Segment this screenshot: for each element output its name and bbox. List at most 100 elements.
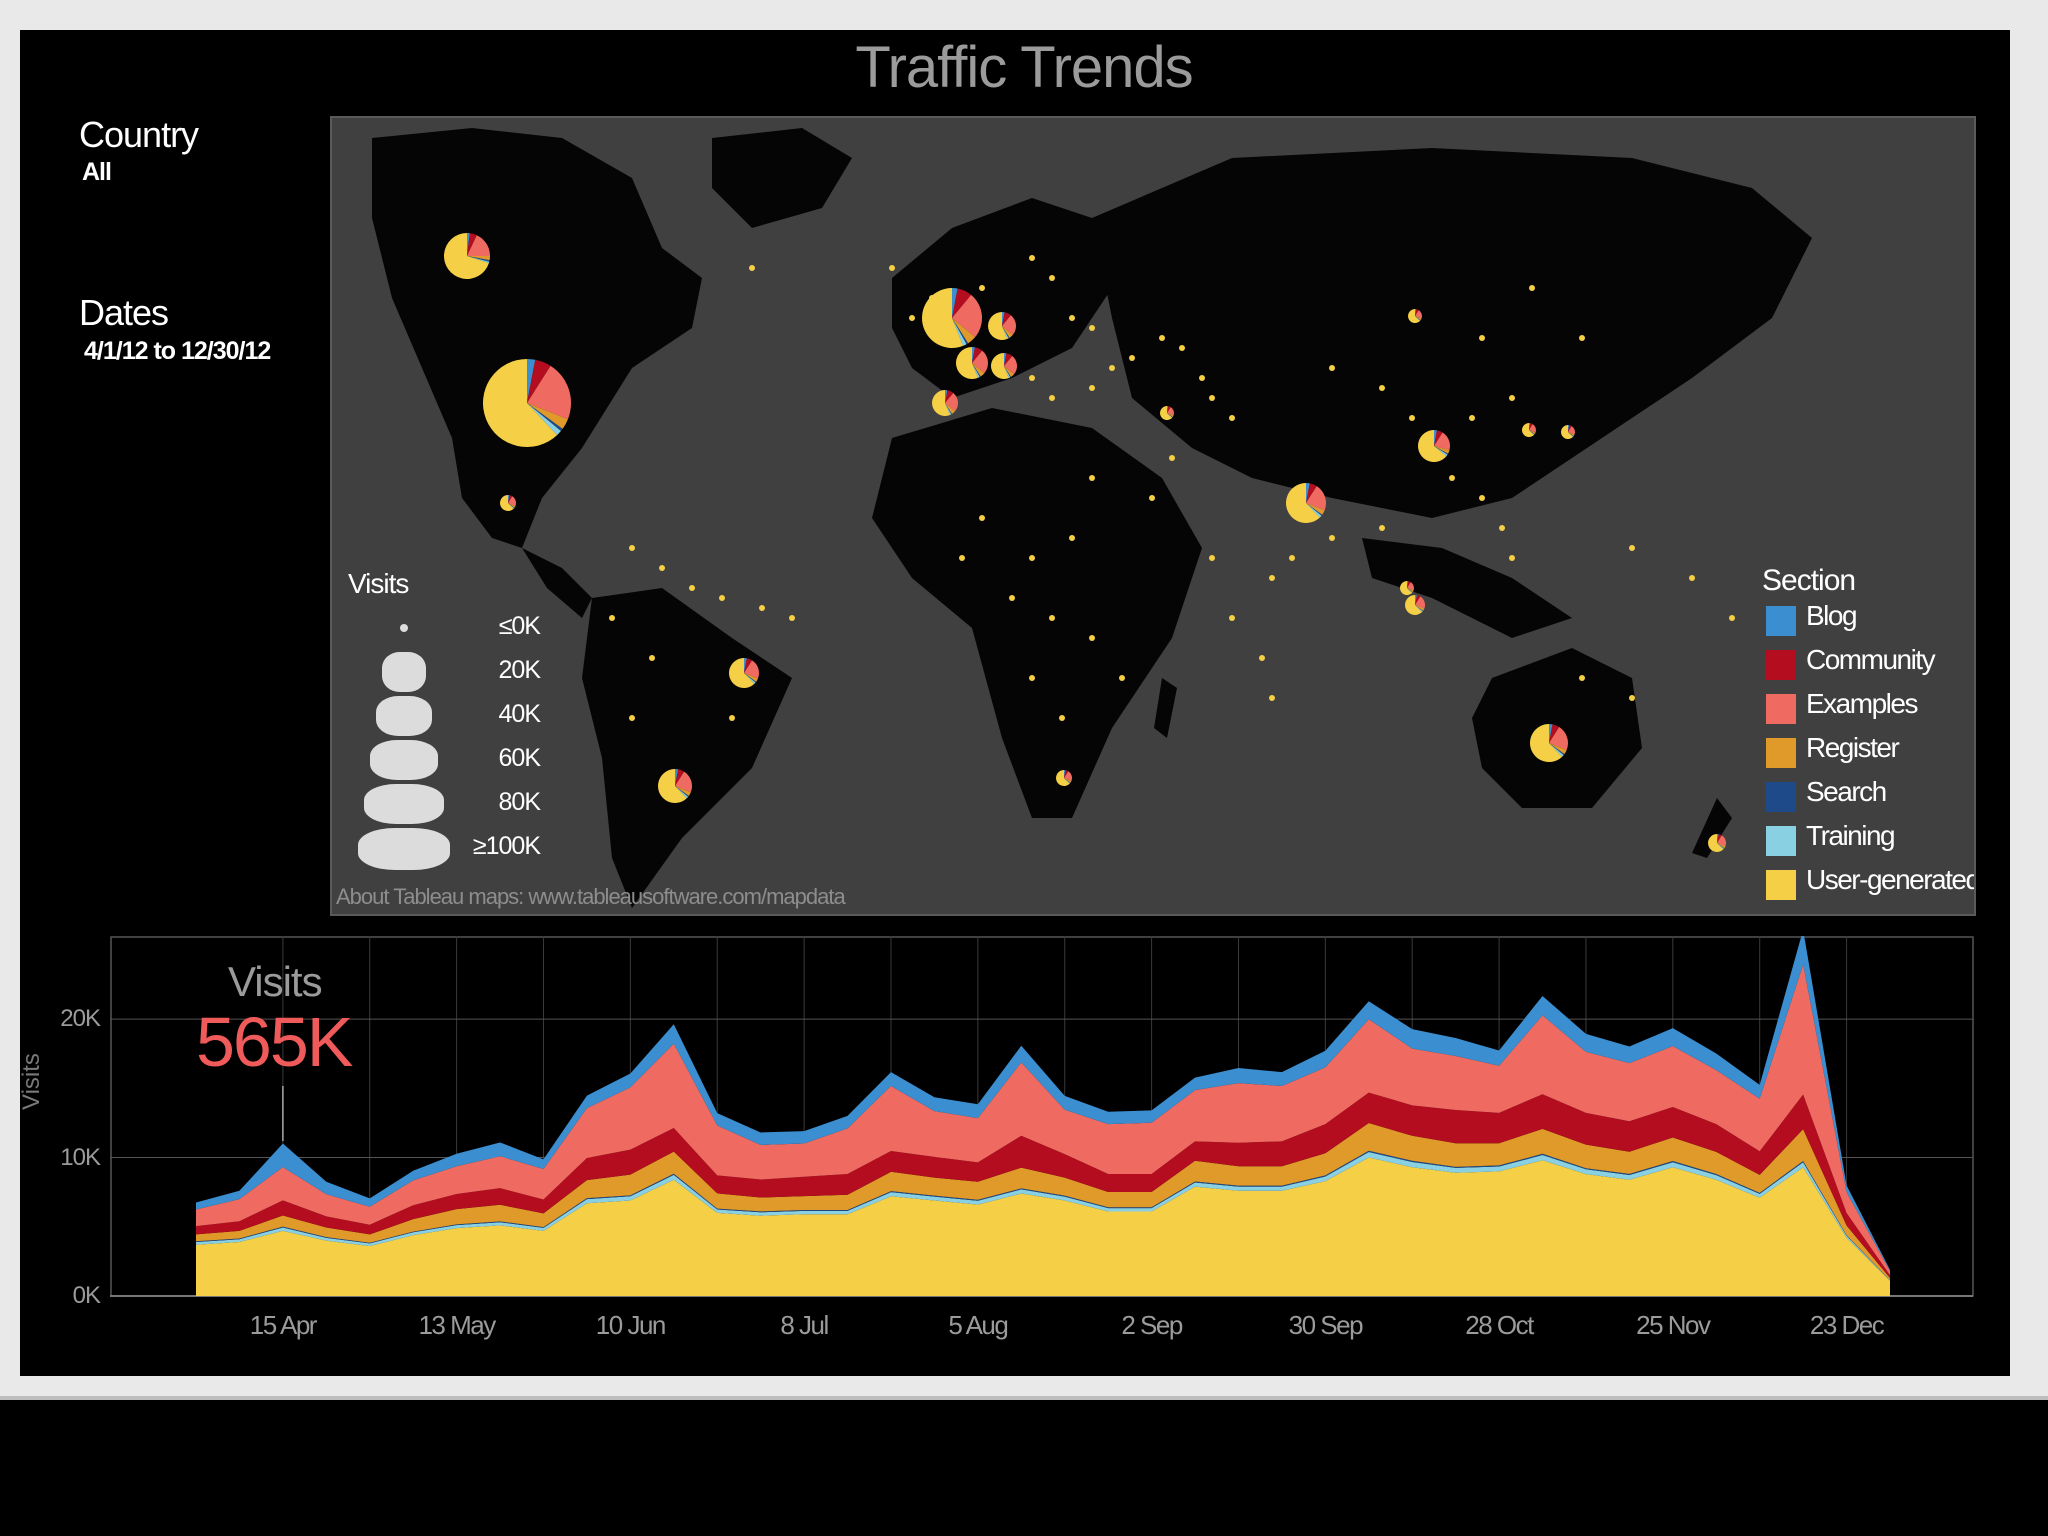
map-dot[interactable] — [1629, 545, 1635, 551]
country-filter-value[interactable]: All — [82, 158, 112, 186]
map-canvas[interactable] — [332, 118, 1976, 916]
map-dot[interactable] — [1579, 675, 1585, 681]
map-dot[interactable] — [1269, 575, 1275, 581]
map-dot[interactable] — [1329, 365, 1335, 371]
map-dot[interactable] — [1049, 615, 1055, 621]
map-dot[interactable] — [1049, 275, 1055, 281]
map-dot[interactable] — [979, 285, 985, 291]
map-pie-marker[interactable] — [500, 495, 516, 511]
map-pie-marker[interactable] — [931, 390, 958, 417]
map-dot[interactable] — [1379, 525, 1385, 531]
map-dot[interactable] — [1129, 355, 1135, 361]
map-dot[interactable] — [1509, 555, 1515, 561]
map-pie-marker[interactable] — [444, 233, 490, 279]
world-map[interactable]: Visits ≤0K 20K 40K 60K 80K ≥100K Section — [330, 116, 1976, 916]
map-dot[interactable] — [1209, 395, 1215, 401]
map-dot[interactable] — [1229, 415, 1235, 421]
map-pie-marker[interactable] — [658, 769, 692, 803]
map-dot[interactable] — [1109, 365, 1115, 371]
map-dot[interactable] — [1089, 635, 1095, 641]
chart-areas[interactable] — [196, 936, 1890, 1296]
map-pie-marker[interactable] — [991, 353, 1017, 379]
map-pie-marker[interactable] — [1408, 309, 1422, 323]
map-dot[interactable] — [1529, 285, 1535, 291]
map-dot[interactable] — [609, 615, 615, 621]
area-series-examples[interactable] — [196, 964, 1890, 1276]
legend-item-blog[interactable]: Blog — [1766, 600, 1972, 640]
map-pie-marker[interactable] — [922, 288, 983, 348]
legend-item-training[interactable]: Training — [1766, 820, 1972, 860]
map-dot[interactable] — [1379, 385, 1385, 391]
map-dot[interactable] — [959, 555, 965, 561]
legend-item-user-generated[interactable]: User-generated — [1766, 864, 1974, 904]
map-pie-marker[interactable] — [956, 347, 988, 379]
map-dot[interactable] — [1289, 555, 1295, 561]
map-dot[interactable] — [1629, 695, 1635, 701]
map-pie-marker[interactable] — [1529, 724, 1569, 762]
map-dot[interactable] — [1089, 475, 1095, 481]
map-dot[interactable] — [1229, 615, 1235, 621]
map-dot[interactable] — [1509, 395, 1515, 401]
map-dot[interactable] — [649, 655, 655, 661]
map-pie-marker[interactable] — [1286, 483, 1326, 523]
dates-filter-value[interactable]: 4/1/12 to 12/30/12 — [84, 337, 271, 365]
map-dot[interactable] — [979, 515, 985, 521]
map-dot[interactable] — [689, 585, 695, 591]
map-dot[interactable] — [1069, 535, 1075, 541]
map-dot[interactable] — [889, 265, 895, 271]
map-dot[interactable] — [1059, 715, 1065, 721]
map-dot[interactable] — [1329, 535, 1335, 541]
map-pie-marker[interactable] — [1056, 770, 1072, 787]
map-dot[interactable] — [1159, 335, 1165, 341]
map-dot[interactable] — [1089, 385, 1095, 391]
map-dot[interactable] — [1449, 475, 1455, 481]
area-series-user-generated[interactable] — [196, 1157, 1890, 1296]
area-series-community[interactable] — [196, 1092, 1890, 1278]
map-dot[interactable] — [1089, 325, 1095, 331]
map-dot[interactable] — [1029, 375, 1035, 381]
map-dot[interactable] — [1069, 315, 1075, 321]
area-series-register[interactable] — [196, 1123, 1890, 1281]
map-dot[interactable] — [789, 615, 795, 621]
map-pie-marker[interactable] — [482, 359, 571, 448]
map-pie-marker[interactable] — [1708, 834, 1727, 853]
map-dot[interactable] — [729, 715, 735, 721]
map-pie-marker[interactable] — [1522, 423, 1536, 437]
map-credit-link[interactable]: About Tableau maps: www.tableausoftware.… — [336, 884, 846, 909]
map-dot[interactable] — [1269, 695, 1275, 701]
map-dot[interactable] — [1199, 375, 1205, 381]
map-dot[interactable] — [1029, 675, 1035, 681]
map-dot[interactable] — [1149, 495, 1155, 501]
map-pie-markers[interactable] — [444, 233, 1735, 853]
map-dot[interactable] — [929, 295, 935, 301]
map-dot[interactable] — [629, 545, 635, 551]
map-dot[interactable] — [629, 715, 635, 721]
map-pie-marker[interactable] — [1400, 581, 1414, 595]
map-dot[interactable] — [1029, 555, 1035, 561]
map-dot[interactable] — [909, 315, 915, 321]
map-dot[interactable] — [1689, 575, 1695, 581]
map-dot[interactable] — [1729, 615, 1735, 621]
map-pie-marker[interactable] — [988, 312, 1016, 340]
map-dot[interactable] — [719, 595, 725, 601]
map-dot[interactable] — [749, 265, 755, 271]
map-pie-marker[interactable] — [1561, 425, 1575, 439]
map-dot[interactable] — [1499, 525, 1505, 531]
map-dot[interactable] — [1169, 455, 1175, 461]
legend-item-register[interactable]: Register — [1766, 732, 1972, 772]
area-chart-canvas[interactable] — [110, 936, 1976, 1298]
map-dot[interactable] — [1479, 495, 1485, 501]
map-dot[interactable] — [1479, 335, 1485, 341]
legend-item-search[interactable]: Search — [1766, 776, 1972, 816]
map-dot[interactable] — [1029, 255, 1035, 261]
map-dot[interactable] — [759, 605, 765, 611]
map-dot[interactable] — [1259, 655, 1265, 661]
map-dot[interactable] — [1409, 415, 1415, 421]
map-pie-marker[interactable] — [1418, 430, 1450, 462]
map-pie-marker[interactable] — [1405, 595, 1425, 615]
map-dot[interactable] — [1579, 335, 1585, 341]
map-dot[interactable] — [1119, 675, 1125, 681]
map-dot[interactable] — [1179, 345, 1185, 351]
map-pie-marker[interactable] — [1160, 406, 1174, 421]
visits-area-chart[interactable]: Visits 565K — [110, 936, 1976, 1298]
